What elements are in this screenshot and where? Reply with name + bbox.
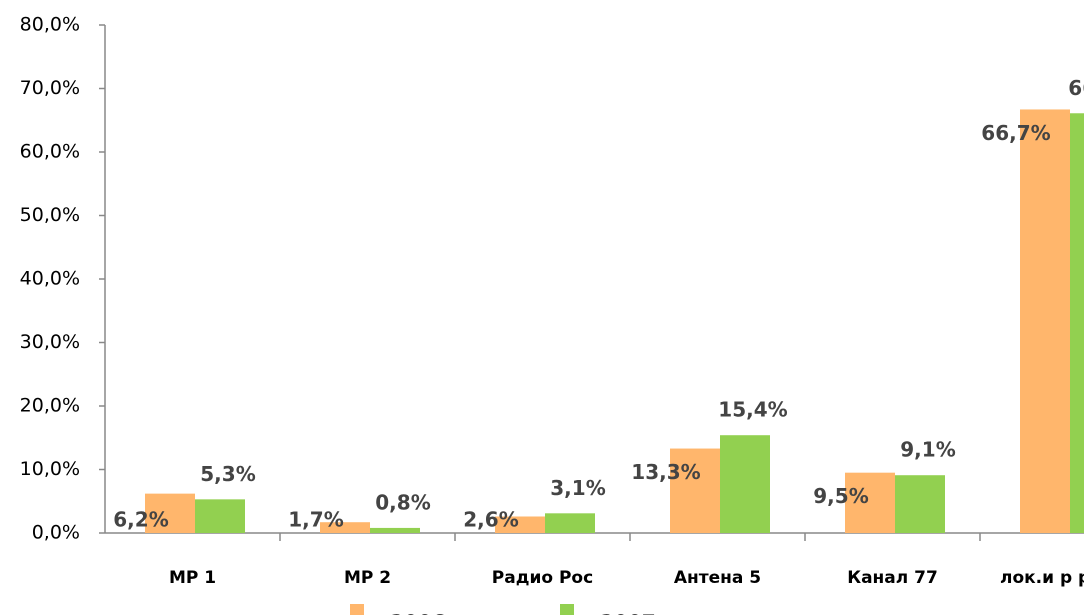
- value-label: 6,2%: [113, 508, 168, 532]
- value-label: 13,3%: [631, 460, 700, 484]
- legend-label: 2006: [390, 611, 446, 615]
- y-tick-label: 60,0%: [20, 141, 80, 163]
- value-label: 5,3%: [200, 462, 255, 486]
- value-label: 15,4%: [718, 398, 787, 422]
- value-label: 9,5%: [813, 484, 868, 508]
- x-tick-label: МР 2: [344, 568, 391, 588]
- y-tick-label: 50,0%: [20, 204, 80, 226]
- legend-swatch: [560, 604, 574, 615]
- y-tick-label: 20,0%: [20, 395, 80, 417]
- bar: [195, 499, 245, 533]
- value-label: 66,1%: [1068, 76, 1084, 100]
- x-tick-label: Радио Рос: [492, 568, 593, 588]
- bar: [1020, 109, 1070, 533]
- bar: [145, 493, 195, 533]
- value-label: 2,6%: [463, 508, 518, 532]
- bar: [895, 475, 945, 533]
- y-tick-label: 10,0%: [20, 458, 80, 480]
- y-tick-label: 30,0%: [20, 331, 80, 353]
- y-tick-label: 80,0%: [20, 14, 80, 36]
- bar: [320, 522, 370, 533]
- value-label: 1,7%: [288, 508, 343, 532]
- x-tick-label: МР 1: [169, 568, 216, 588]
- value-label: 66,7%: [981, 121, 1050, 145]
- y-tick-label: 40,0%: [20, 268, 80, 290]
- value-label: 0,8%: [375, 490, 430, 514]
- bar: [670, 448, 720, 533]
- y-tick-label: 0,0%: [32, 522, 80, 544]
- value-label: 9,1%: [900, 438, 955, 462]
- x-tick-label: лок.и р радиј: [1000, 568, 1084, 588]
- legend-label: 2007: [600, 611, 656, 615]
- x-tick-label: Антена 5: [674, 568, 761, 588]
- bar: [495, 516, 545, 533]
- bar: [545, 513, 595, 533]
- value-label: 3,1%: [550, 476, 605, 500]
- bar: [720, 435, 770, 533]
- y-tick-label: 70,0%: [20, 77, 80, 99]
- bar: [845, 472, 895, 533]
- x-tick-label: Канал 77: [847, 568, 938, 588]
- legend-swatch: [350, 604, 364, 615]
- bar: [370, 527, 420, 533]
- bar: [1070, 113, 1084, 533]
